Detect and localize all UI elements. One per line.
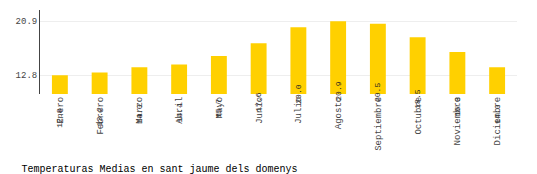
svg-text:Abril: Abril xyxy=(175,97,185,124)
svg-text:20.0: 20.0 xyxy=(294,84,303,103)
svg-text:20.9: 20.9 xyxy=(334,81,343,100)
svg-text:20.5: 20.5 xyxy=(373,83,382,102)
svg-text:Noviembre: Noviembre xyxy=(453,97,463,146)
svg-text:12.8: 12.8 xyxy=(55,108,64,127)
svg-text:18.5: 18.5 xyxy=(413,89,422,108)
svg-text:20.9: 20.9 xyxy=(16,17,38,27)
svg-text:Junio: Junio xyxy=(255,97,265,124)
svg-text:17.6: 17.6 xyxy=(254,92,263,111)
svg-text:Septiembre: Septiembre xyxy=(374,97,384,151)
svg-text:Julio: Julio xyxy=(294,97,304,124)
svg-text:Febrero: Febrero xyxy=(96,97,106,135)
svg-text:Temperaturas Medias en sant ja: Temperaturas Medias en sant jaume dels d… xyxy=(21,164,297,174)
svg-text:12.8: 12.8 xyxy=(16,71,38,81)
svg-text:14.0: 14.0 xyxy=(493,104,502,123)
svg-text:Diciembre: Diciembre xyxy=(493,97,503,146)
svg-text:15.7: 15.7 xyxy=(214,99,223,118)
svg-text:Octubre: Octubre xyxy=(414,97,424,135)
svg-text:Enero: Enero xyxy=(56,97,66,124)
svg-text:16.3: 16.3 xyxy=(453,97,462,116)
svg-text:Agosto: Agosto xyxy=(334,97,344,129)
svg-text:Mayo: Mayo xyxy=(215,97,225,119)
svg-text:14.4: 14.4 xyxy=(175,103,184,122)
svg-text:14.0: 14.0 xyxy=(135,104,144,123)
svg-text:13.2: 13.2 xyxy=(95,107,104,126)
svg-text:Marzo: Marzo xyxy=(135,97,145,124)
